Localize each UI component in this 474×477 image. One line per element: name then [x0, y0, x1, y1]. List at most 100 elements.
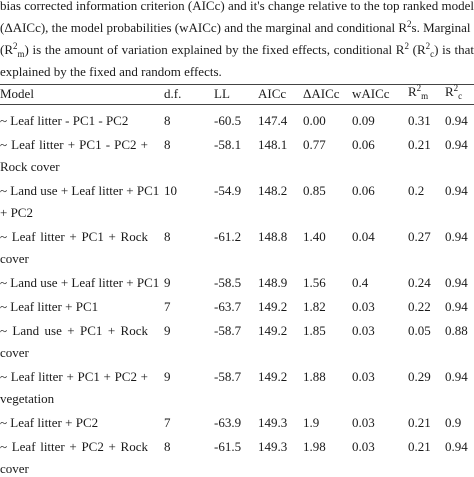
cell-model: ~ Land use + Leaf litter + PC1 [0, 183, 160, 198]
cell-waicc: 0.03 [352, 369, 375, 384]
cell-aicc: 147.4 [258, 113, 288, 128]
cell-waicc: 0.09 [352, 113, 375, 128]
header-ll: LL [214, 86, 230, 101]
cell-ll: -54.9 [214, 183, 242, 198]
cell-r2c: 0.94 [445, 113, 468, 128]
cell-df: 9 [164, 369, 171, 384]
cell-r2c: 0.94 [445, 275, 468, 290]
cell-aicc: 148.1 [258, 137, 288, 152]
header-aicc: AICc [258, 86, 287, 101]
cell-ll: -61.2 [214, 229, 242, 244]
header-waicc: wAICc [352, 86, 390, 101]
cell-delta-aicc: 1.56 [303, 275, 326, 290]
cell-delta-aicc: 1.82 [303, 299, 326, 314]
cell-df: 8 [164, 113, 171, 128]
header-r2m-base: R [408, 84, 417, 99]
cell-ll: -58.7 [214, 369, 242, 384]
header-delta-aicc: ΔAICc [303, 86, 340, 101]
cell-ll: -60.5 [214, 113, 242, 128]
cell-r2m: 0.29 [408, 369, 431, 384]
header-r2c-base: R [445, 84, 454, 99]
header-r2c-sup: 2 [453, 83, 459, 93]
cell-r2c: 0.94 [445, 299, 468, 314]
cell-df: 7 [164, 299, 171, 314]
cell-aicc: 149.2 [258, 299, 288, 314]
cell-aicc: 148.2 [258, 183, 288, 198]
cell-model: cover [0, 345, 29, 360]
cell-waicc: 0.03 [352, 415, 375, 430]
cell-df: 10 [164, 183, 177, 198]
cell-model: vegetation [0, 391, 55, 406]
cell-model: ~ Leaf litter + PC1 - PC2 + [0, 137, 148, 152]
cell-waicc: 0.04 [352, 229, 375, 244]
cell-r2m: 0.24 [408, 275, 431, 290]
cell-delta-aicc: 1.9 [303, 415, 320, 430]
cell-ll: -63.7 [214, 299, 242, 314]
cell-r2m: 0.21 [408, 137, 431, 152]
cell-model: ~ Leaf litter - PC1 - PC2 [0, 113, 129, 128]
cell-r2m: 0.22 [408, 299, 431, 314]
cell-r2c: 0.94 [445, 229, 468, 244]
cell-delta-aicc: 1.85 [303, 323, 326, 338]
cell-df: 9 [164, 323, 171, 338]
cell-delta-aicc: 0.77 [303, 137, 326, 152]
cell-r2m: 0.21 [408, 439, 431, 454]
cell-df: 8 [164, 137, 171, 152]
cell-model: ~ Leaf litter + PC1 [0, 299, 99, 314]
cell-waicc: 0.03 [352, 299, 375, 314]
caption-line-3: (R2m) is the amount of variation explain… [0, 41, 474, 59]
cell-r2c: 0.9 [445, 415, 462, 430]
cell-r2m: 0.21 [408, 415, 431, 430]
cell-r2m: 0.2 [408, 183, 425, 198]
cell-waicc: 0.03 [352, 439, 375, 454]
cell-aicc: 149.2 [258, 323, 288, 338]
header-r2m: R2m [408, 83, 429, 101]
cell-waicc: 0.06 [352, 137, 375, 152]
cell-df: 9 [164, 275, 171, 290]
caption-line-1: bias corrected information criterion (AI… [0, 0, 474, 13]
cell-ll: -61.5 [214, 439, 242, 454]
cell-model: Rock cover [0, 159, 60, 174]
table-caption: bias corrected information criterion (AI… [0, 0, 474, 82]
cell-model: cover [0, 461, 29, 476]
cell-ll: -63.9 [214, 415, 242, 430]
cell-model: ~ Land use + Leaf litter + PC1 [0, 275, 160, 290]
cell-df: 8 [164, 439, 171, 454]
cell-aicc: 149.2 [258, 369, 288, 384]
cell-ll: -58.5 [214, 275, 242, 290]
cell-df: 7 [164, 415, 171, 430]
header-r2c: R2c [445, 83, 463, 101]
cell-r2m: 0.31 [408, 113, 431, 128]
cell-model: + PC2 [0, 205, 33, 220]
cell-model: ~ Leaf litter + PC2 [0, 415, 99, 430]
cell-aicc: 148.9 [258, 275, 288, 290]
cell-delta-aicc: 1.40 [303, 229, 326, 244]
cell-aicc: 149.3 [258, 415, 288, 430]
cell-model: ~ Leaf litter + PC1 + PC2 + [0, 369, 148, 384]
cell-model: ~ Land use + PC1 + Rock [0, 323, 148, 338]
cell-ll: -58.7 [214, 323, 242, 338]
cell-model: ~ Leaf litter + PC1 + Rock [0, 229, 148, 244]
header-r2m-sup: 2 [416, 83, 422, 93]
cell-model: cover [0, 251, 29, 266]
cell-aicc: 149.3 [258, 439, 288, 454]
table-top-rule [0, 84, 474, 85]
cell-df: 8 [164, 229, 171, 244]
cell-r2m: 0.05 [408, 323, 431, 338]
header-model: Model [0, 86, 34, 101]
cell-waicc: 0.06 [352, 183, 375, 198]
cell-waicc: 0.4 [352, 275, 369, 290]
cell-r2c: 0.94 [445, 183, 468, 198]
header-df: d.f. [164, 86, 182, 101]
cell-aicc: 148.8 [258, 229, 288, 244]
cell-delta-aicc: 1.88 [303, 369, 326, 384]
cell-r2c: 0.94 [445, 439, 468, 454]
header-r2m-sub: m [421, 91, 429, 101]
cell-r2c: 0.88 [445, 323, 468, 338]
cell-delta-aicc: 0.85 [303, 183, 326, 198]
cell-ll: -58.1 [214, 137, 242, 152]
cell-r2c: 0.94 [445, 137, 468, 152]
caption-line-2: (ΔAICc), the model probabilities (wAICc)… [0, 19, 474, 36]
cell-r2c: 0.94 [445, 369, 468, 384]
header-r2c-sub: c [458, 91, 463, 101]
